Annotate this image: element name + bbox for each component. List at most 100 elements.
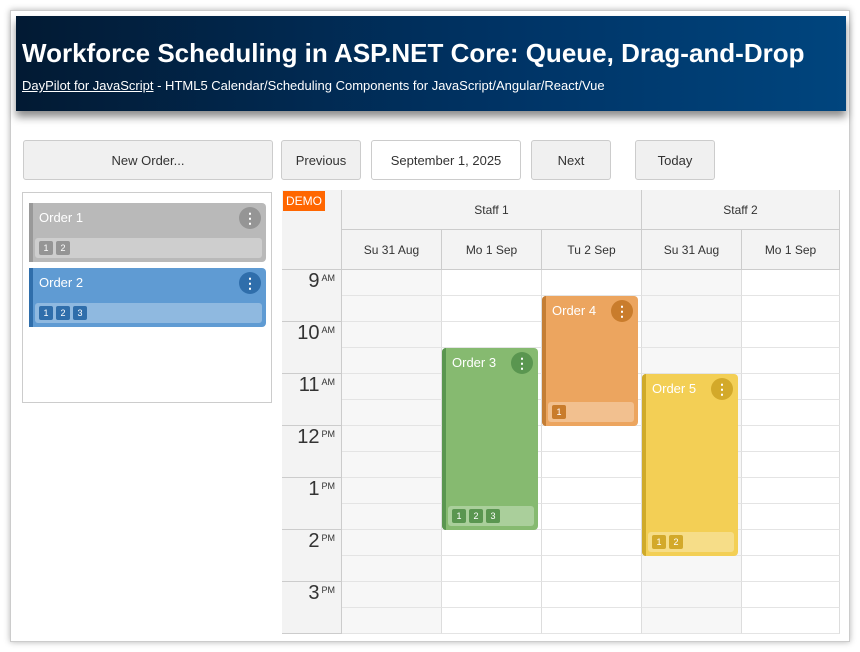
grid-cell[interactable] (442, 270, 542, 296)
grid-cell[interactable] (542, 270, 642, 296)
grid-cell[interactable] (342, 608, 442, 634)
calendar-event[interactable]: Order 3 ⋮ 1 2 3 (442, 348, 538, 530)
grid-cell[interactable] (342, 374, 442, 400)
am-pm: AM (321, 273, 336, 283)
am-pm: PM (321, 429, 336, 439)
grid-cell[interactable] (542, 608, 642, 634)
grid-cell[interactable] (342, 348, 442, 374)
event-color-bar (542, 296, 546, 426)
grid-cell[interactable] (742, 296, 840, 322)
grid-cell[interactable] (742, 582, 840, 608)
more-menu-icon[interactable]: ⋮ (711, 378, 733, 400)
grid-cell[interactable] (742, 322, 840, 348)
tag-badge: 2 (56, 241, 70, 255)
grid-cell[interactable] (642, 556, 742, 582)
hour-label: 2 PM (282, 530, 342, 582)
hour-number: 1 (308, 478, 320, 500)
grid-cell[interactable] (742, 452, 840, 478)
grid-cell[interactable] (742, 426, 840, 452)
tag-badge: 2 (469, 509, 483, 523)
today-button[interactable]: Today (635, 140, 715, 180)
next-button[interactable]: Next (531, 140, 611, 180)
day-header: Tu 2 Sep (542, 230, 642, 270)
tag-badge: 2 (669, 535, 683, 549)
grid-cell[interactable] (342, 322, 442, 348)
grid-cell[interactable] (342, 426, 442, 452)
page-title: Workforce Scheduling in ASP.NET Core: Qu… (22, 38, 805, 68)
grid-cell[interactable] (642, 348, 742, 374)
grid-cell[interactable] (742, 530, 840, 556)
tag-badge: 3 (73, 306, 87, 320)
daypilot-link[interactable]: DayPilot for JavaScript (22, 78, 154, 93)
grid-cell[interactable] (442, 608, 542, 634)
grid-cell[interactable] (442, 582, 542, 608)
previous-button[interactable]: Previous (281, 140, 361, 180)
grid-cell[interactable] (342, 270, 442, 296)
grid-cell[interactable] (542, 556, 642, 582)
date-picker[interactable]: September 1, 2025 (371, 140, 521, 180)
tag-badge: 1 (552, 405, 566, 419)
event-name: Order 3 (452, 355, 497, 370)
event-color-bar (442, 348, 446, 530)
event-color-bar (642, 374, 646, 556)
grid-cell[interactable] (742, 348, 840, 374)
more-menu-icon[interactable]: ⋮ (239, 272, 261, 294)
calendar: DEMO Staff 1 Su 31 Aug Mo 1 Sep Tu 2 Sep Sta… (282, 190, 840, 638)
hour-label: 11 AM (282, 374, 342, 426)
grid-cell[interactable] (342, 296, 442, 322)
grid-cell[interactable] (742, 400, 840, 426)
grid-cell[interactable] (742, 608, 840, 634)
hour-number: 11 (298, 374, 320, 396)
grid-cell[interactable] (342, 556, 442, 582)
hour-number: 3 (308, 582, 320, 604)
grid-cell[interactable] (542, 452, 642, 478)
grid-cell[interactable] (742, 556, 840, 582)
calendar-event[interactable]: Order 4 ⋮ 1 (542, 296, 638, 426)
grid-cell[interactable] (442, 530, 542, 556)
am-pm: PM (321, 585, 336, 595)
grid-cell[interactable] (342, 504, 442, 530)
grid-cell[interactable] (442, 296, 542, 322)
queue-item[interactable]: Order 2 ⋮ 1 2 3 (29, 268, 266, 327)
grid-cell[interactable] (742, 270, 840, 296)
grid-cell[interactable] (642, 322, 742, 348)
hour-label: 12 PM (282, 426, 342, 478)
more-menu-icon[interactable]: ⋮ (511, 352, 533, 374)
event-color-bar (29, 268, 33, 327)
grid-cell[interactable] (342, 530, 442, 556)
grid-cell[interactable] (342, 582, 442, 608)
more-menu-icon[interactable]: ⋮ (239, 207, 261, 229)
grid-cell[interactable] (642, 270, 742, 296)
tag-badge: 1 (652, 535, 666, 549)
grid-cell[interactable] (542, 504, 642, 530)
grid-cell[interactable] (342, 452, 442, 478)
grid-cell[interactable] (442, 322, 542, 348)
day-header: Su 31 Aug (642, 230, 742, 270)
page-subtitle: DayPilot for JavaScript - HTML5 Calendar… (22, 78, 605, 93)
grid-cell[interactable] (742, 374, 840, 400)
grid-cell[interactable] (642, 608, 742, 634)
grid-cell[interactable] (642, 296, 742, 322)
hour-number: 2 (308, 530, 320, 552)
hour-label: 9 AM (282, 270, 342, 322)
grid-cell[interactable] (542, 530, 642, 556)
calendar-event[interactable]: Order 5 ⋮ 1 2 (642, 374, 738, 556)
grid-cell[interactable] (342, 478, 442, 504)
grid-cell[interactable] (442, 556, 542, 582)
event-name: Order 4 (552, 303, 597, 318)
new-order-button[interactable]: New Order... (23, 140, 273, 180)
grid-cell[interactable] (542, 478, 642, 504)
grid-cell[interactable] (542, 426, 642, 452)
queue-item[interactable]: Order 1 ⋮ 1 2 (29, 203, 266, 262)
grid-cell[interactable] (742, 504, 840, 530)
day-header: Mo 1 Sep (442, 230, 542, 270)
grid-cell[interactable] (642, 582, 742, 608)
tag-badge: 1 (452, 509, 466, 523)
resource-header: Staff 1 (342, 190, 642, 230)
more-menu-icon[interactable]: ⋮ (611, 300, 633, 322)
hour-number: 9 (308, 270, 320, 292)
grid-cell[interactable] (542, 582, 642, 608)
grid-cell[interactable] (342, 400, 442, 426)
grid-cell[interactable] (742, 478, 840, 504)
